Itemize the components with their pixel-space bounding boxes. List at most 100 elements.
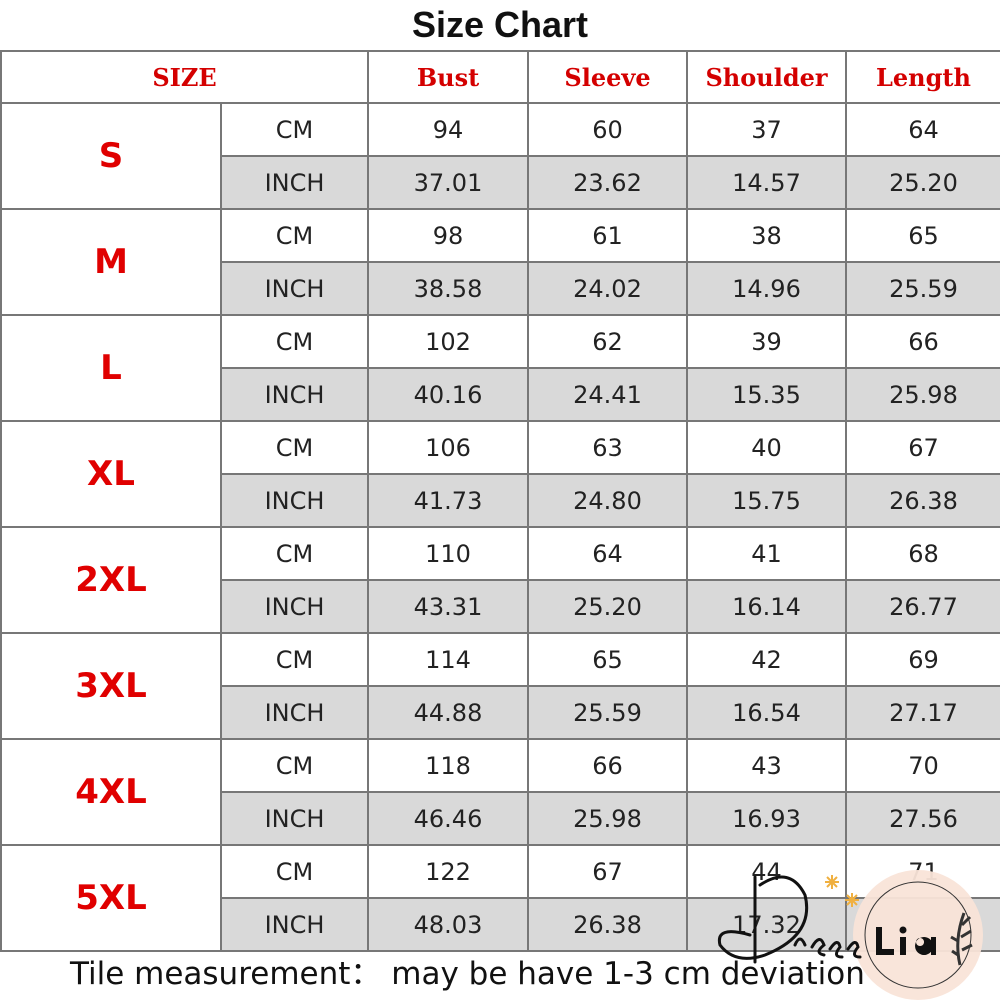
shoulder-value: 38 <box>686 208 847 263</box>
unit-label: INCH <box>220 367 369 422</box>
footer-note: Tile measurement： may be have 1-3 cm dev… <box>70 956 865 992</box>
unit-label: CM <box>220 844 369 899</box>
bust-value: 118 <box>367 738 529 793</box>
sleeve-value: 26.38 <box>527 897 688 952</box>
unit-label: INCH <box>220 897 369 952</box>
header-row: SIZE Bust Sleeve Shoulder Length <box>0 50 1000 104</box>
bust-value: 40.16 <box>367 367 529 422</box>
length-value: 64 <box>845 102 1000 157</box>
table-row-s-cm: S CM 94 60 37 64 <box>0 102 1000 210</box>
bust-value: 48.03 <box>367 897 529 952</box>
size-label: L <box>0 314 222 422</box>
length-value <box>845 897 1000 952</box>
bust-value: 44.88 <box>367 685 529 740</box>
size-label: 3XL <box>0 632 222 740</box>
length-value: 26.38 <box>845 473 1000 528</box>
length-value: 27.17 <box>845 685 1000 740</box>
header-shoulder: Shoulder <box>686 50 847 104</box>
sleeve-value: 63 <box>527 420 688 475</box>
sleeve-value: 61 <box>527 208 688 263</box>
table-row-4xl-cm: 4XL CM 118 66 43 70 <box>0 738 1000 846</box>
sleeve-value: 25.20 <box>527 579 688 634</box>
bust-value: 37.01 <box>367 155 529 210</box>
table-row-3xl-inch: INCH 44.88 25.59 16.54 27.17 <box>1 685 1000 740</box>
size-label: M <box>0 208 222 316</box>
shoulder-value: 16.93 <box>686 791 847 846</box>
table-row-2xl-inch: INCH 43.31 25.20 16.14 26.77 <box>1 579 1000 634</box>
bust-value: 94 <box>367 102 529 157</box>
table-row-s-inch: INCH 37.01 23.62 14.57 25.20 <box>1 155 1000 210</box>
sleeve-value: 25.98 <box>527 791 688 846</box>
unit-label: CM <box>220 208 369 263</box>
unit-label: INCH <box>220 579 369 634</box>
shoulder-value: 44 <box>686 844 847 899</box>
header-size: SIZE <box>0 50 369 104</box>
header-length: Length <box>845 50 1000 104</box>
table-row-5xl-cm: 5XL CM 122 67 44 71 <box>0 844 1000 952</box>
table-row-2xl-cm: 2XL CM 110 64 41 68 <box>0 526 1000 634</box>
length-value: 26.77 <box>845 579 1000 634</box>
unit-label: INCH <box>220 473 369 528</box>
table-row-xl-inch: INCH 41.73 24.80 15.75 26.38 <box>1 473 1000 528</box>
sleeve-value: 65 <box>527 632 688 687</box>
shoulder-value: 41 <box>686 526 847 581</box>
bust-value: 110 <box>367 526 529 581</box>
length-value: 25.98 <box>845 367 1000 422</box>
bust-value: 46.46 <box>367 791 529 846</box>
bust-value: 38.58 <box>367 261 529 316</box>
bust-value: 98 <box>367 208 529 263</box>
table-row-3xl-cm: 3XL CM 114 65 42 69 <box>0 632 1000 740</box>
unit-label: INCH <box>220 261 369 316</box>
table-row-xl-cm: XL CM 106 63 40 67 <box>0 420 1000 528</box>
size-table: SIZE Bust Sleeve Shoulder Length S CM 94 60… <box>0 50 1000 952</box>
table-row-l-cm: L CM 102 62 39 66 <box>0 314 1000 422</box>
length-value: 25.20 <box>845 155 1000 210</box>
sleeve-value: 24.02 <box>527 261 688 316</box>
sleeve-value: 23.62 <box>527 155 688 210</box>
table-row-4xl-inch: INCH 46.46 25.98 16.93 27.56 <box>1 791 1000 846</box>
unit-label: CM <box>220 526 369 581</box>
shoulder-value: 42 <box>686 632 847 687</box>
shoulder-value: 16.14 <box>686 579 847 634</box>
shoulder-value: 15.35 <box>686 367 847 422</box>
shoulder-value: 17.32 <box>686 897 847 952</box>
shoulder-value: 16.54 <box>686 685 847 740</box>
unit-label: CM <box>220 102 369 157</box>
unit-label: CM <box>220 420 369 475</box>
length-value: 27.56 <box>845 791 1000 846</box>
sleeve-value: 24.41 <box>527 367 688 422</box>
sleeve-value: 67 <box>527 844 688 899</box>
length-value: 67 <box>845 420 1000 475</box>
unit-label: CM <box>220 632 369 687</box>
bust-value: 43.31 <box>367 579 529 634</box>
size-label: 5XL <box>0 844 222 952</box>
header-sleeve: Sleeve <box>527 50 688 104</box>
sleeve-value: 62 <box>527 314 688 369</box>
table-row-m-cm: M CM 98 61 38 65 <box>0 208 1000 316</box>
bust-value: 122 <box>367 844 529 899</box>
shoulder-value: 40 <box>686 420 847 475</box>
size-label: 2XL <box>0 526 222 634</box>
table-row-l-inch: INCH 40.16 24.41 15.35 25.98 <box>1 367 1000 422</box>
sleeve-value: 25.59 <box>527 685 688 740</box>
length-value: 69 <box>845 632 1000 687</box>
unit-label: CM <box>220 314 369 369</box>
bust-value: 106 <box>367 420 529 475</box>
length-value: 70 <box>845 738 1000 793</box>
unit-label: INCH <box>220 791 369 846</box>
length-value: 65 <box>845 208 1000 263</box>
length-value: 68 <box>845 526 1000 581</box>
sleeve-value: 60 <box>527 102 688 157</box>
shoulder-value: 43 <box>686 738 847 793</box>
length-value: 25.59 <box>845 261 1000 316</box>
shoulder-value: 37 <box>686 102 847 157</box>
size-label: XL <box>0 420 222 528</box>
sleeve-value: 24.80 <box>527 473 688 528</box>
shoulder-value: 14.57 <box>686 155 847 210</box>
unit-label: INCH <box>220 685 369 740</box>
shoulder-value: 39 <box>686 314 847 369</box>
bust-value: 114 <box>367 632 529 687</box>
size-label: 4XL <box>0 738 222 846</box>
shoulder-value: 14.96 <box>686 261 847 316</box>
table-row-m-inch: INCH 38.58 24.02 14.96 25.59 <box>1 261 1000 316</box>
